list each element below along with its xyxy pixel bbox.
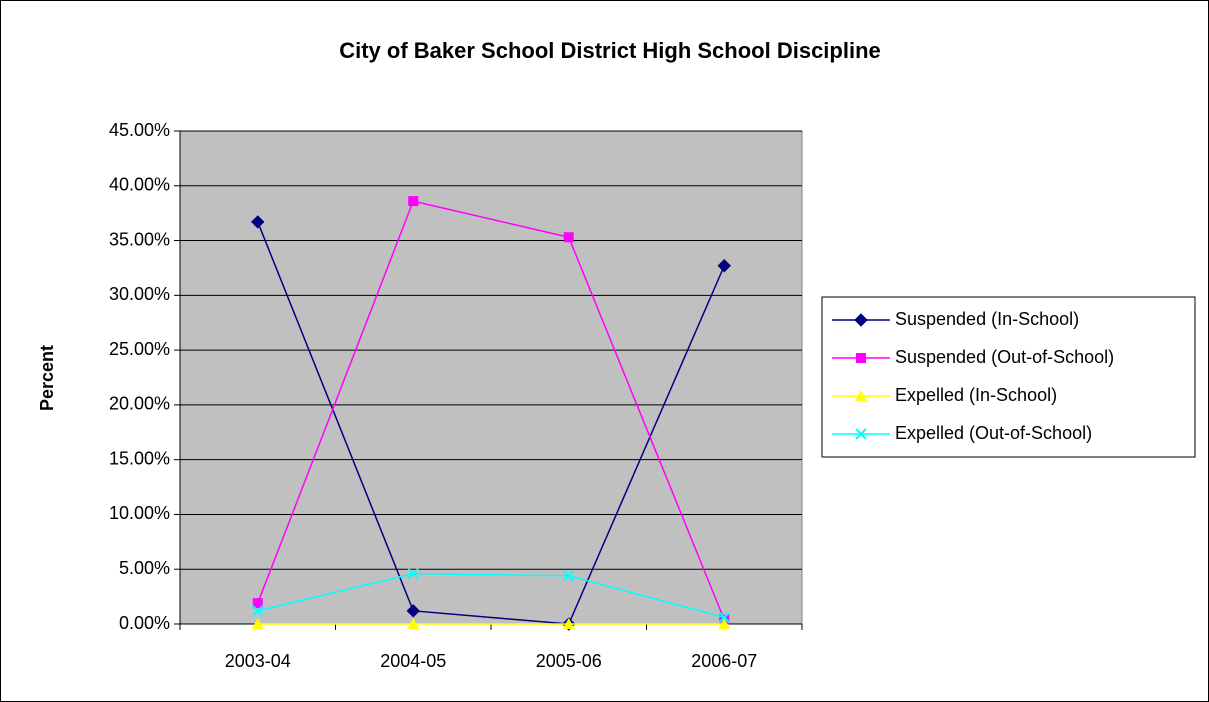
legend-box — [821, 296, 1196, 458]
series-line — [257, 221, 725, 625]
series-line — [257, 572, 725, 619]
y-tick-label: 20.00% — [109, 394, 170, 414]
y-tick-label: 10.00% — [109, 503, 170, 523]
legend-label: Suspended (In-School) — [895, 309, 1079, 329]
series-line — [257, 200, 725, 620]
marker — [854, 313, 868, 327]
y-tick-label: 30.00% — [109, 284, 170, 304]
marker — [252, 598, 263, 609]
x-tick-label: 2005-06 — [536, 651, 602, 671]
y-tick-label: 25.00% — [109, 339, 170, 359]
marker — [406, 604, 420, 618]
marker — [563, 232, 574, 243]
y-tick-label: 5.00% — [119, 558, 170, 578]
marker — [251, 618, 264, 629]
x-tick-label: 2003-04 — [225, 651, 291, 671]
marker — [718, 611, 730, 624]
marker — [855, 390, 867, 401]
plot-area — [179, 130, 803, 625]
legend-label: Expelled (Out-of-School) — [895, 423, 1092, 443]
marker — [563, 570, 575, 582]
marker — [718, 618, 731, 629]
legend-label: Suspended (Out-of-School) — [895, 347, 1114, 367]
y-tick-label: 35.00% — [109, 229, 170, 249]
y-axis-label: Percent — [37, 345, 57, 411]
y-tick-label: 15.00% — [109, 448, 170, 468]
marker — [252, 605, 264, 617]
chart-title: City of Baker School District High Schoo… — [339, 38, 881, 63]
marker — [717, 259, 731, 273]
x-tick-label: 2004-05 — [380, 651, 446, 671]
marker — [407, 567, 419, 580]
y-tick-label: 40.00% — [109, 175, 170, 195]
legend-label: Expelled (In-School) — [895, 385, 1057, 405]
x-tick-label: 2006-07 — [691, 651, 757, 671]
marker — [855, 428, 867, 440]
marker — [856, 353, 866, 363]
marker — [408, 196, 419, 207]
marker — [251, 215, 265, 229]
y-tick-label: 0.00% — [119, 613, 170, 633]
marker — [407, 618, 420, 629]
y-tick-label: 45.00% — [109, 120, 170, 140]
marker — [562, 618, 575, 629]
